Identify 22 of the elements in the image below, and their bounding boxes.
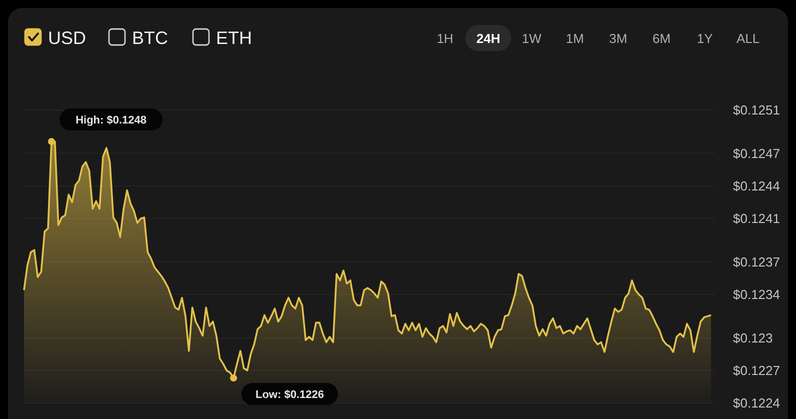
y-tick-label: $0.1244 [733,178,780,194]
y-tick-label: $0.1234 [733,287,780,302]
y-tick-label: $0.1251 [733,102,780,118]
y-tick-label: $0.1241 [733,211,780,226]
y-tick-label: $0.1224 [733,396,780,411]
text: 1W [522,31,542,46]
y-tick-label: $0.1237 [733,254,780,270]
text: ALL [736,31,760,46]
text: 1M [566,31,584,46]
y-tick-label: $0.1227 [733,362,780,378]
text: 1Y [696,31,714,46]
text: BTC [132,28,168,48]
text: 6M [652,31,671,46]
y-tick-label: $0.123 [733,330,773,346]
y-tick-label: $0.1247 [733,146,780,161]
text: 3M [609,31,628,46]
text: 24H [476,31,500,46]
text: USD [48,28,86,48]
annotation: Low: $0.1226 [255,389,324,402]
text: 1H [436,31,454,46]
annotation: High: $0.1248 [76,114,146,126]
text: ETH [216,28,252,48]
